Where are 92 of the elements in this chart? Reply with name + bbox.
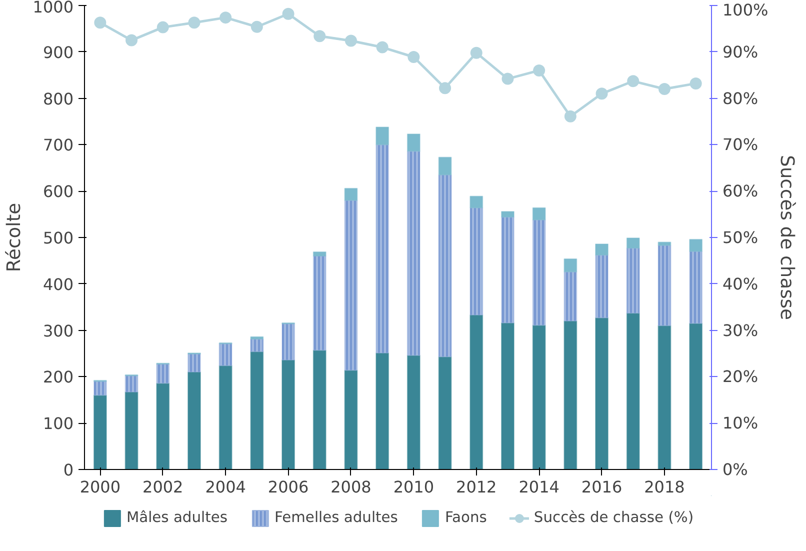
bar: [312, 251, 326, 257]
bar: [626, 312, 640, 470]
y-tick-label: 100: [42, 414, 74, 434]
y2-axis-title: Succès de chasse: [776, 155, 798, 320]
y2-tick-label: 60%: [722, 182, 758, 201]
y2-tick-label: 40%: [722, 274, 758, 294]
x-tick-label: 2014: [518, 478, 560, 496]
legend-label: Faons: [444, 509, 487, 526]
x-tick-label: 2016: [581, 478, 622, 496]
bar: [564, 320, 578, 470]
point: [94, 16, 106, 29]
y2-tick-label: 50%: [722, 228, 758, 247]
bar: [438, 356, 452, 470]
bar: [689, 238, 703, 252]
y-tick-label: 800: [42, 89, 74, 108]
bar: [376, 126, 390, 146]
y-axis-title: Récolte: [4, 202, 25, 272]
x-tick-label: 2018: [644, 478, 685, 496]
bar: [344, 188, 358, 201]
y2-tick-label: 30%: [722, 320, 758, 340]
point: [344, 34, 357, 47]
point: [533, 64, 546, 76]
point: [627, 75, 640, 88]
bar: [250, 336, 264, 340]
bar: [500, 322, 514, 470]
point: [156, 21, 169, 34]
bar: [187, 372, 201, 470]
y-tick-label: 400: [42, 274, 74, 294]
y-tick-label: 200: [42, 368, 74, 387]
point: [564, 110, 576, 122]
bar: [595, 317, 609, 470]
x-tick-label: 2008: [330, 478, 372, 496]
bar: [250, 351, 264, 470]
bar: [564, 258, 578, 272]
y-tick-label: 500: [42, 228, 74, 248]
bar: [156, 382, 170, 470]
bar: [500, 211, 514, 218]
point: [376, 41, 388, 54]
bar: [312, 350, 326, 470]
y2-tick-label: 80%: [722, 88, 758, 108]
point: [408, 51, 420, 63]
bar: [282, 359, 296, 470]
point: [126, 34, 138, 46]
bar: [93, 394, 107, 470]
bar: [344, 370, 358, 470]
bar: [658, 325, 672, 470]
bar: [406, 134, 420, 152]
point: [314, 30, 326, 42]
point: [250, 20, 263, 33]
point: [188, 16, 200, 29]
y2-tick-label: 100%: [722, 0, 768, 20]
legend-label: Femelles adultes: [274, 509, 398, 526]
y-tick-label: 0: [63, 460, 74, 480]
bar: [376, 352, 390, 470]
y2-tick-label: 0%: [722, 460, 748, 479]
y-tick-label: 900: [42, 42, 74, 62]
bar: [124, 392, 138, 470]
x-tick-label: 2012: [456, 478, 497, 496]
x-tick-label: 2006: [268, 478, 309, 496]
point: [596, 88, 608, 100]
y-tick-label: 700: [42, 136, 74, 155]
y-tick-label: 300: [42, 321, 74, 340]
y2-tick-label: 20%: [722, 367, 758, 386]
bar: [406, 354, 420, 470]
point: [658, 83, 670, 96]
bar: [438, 156, 452, 176]
bar: [532, 207, 546, 220]
bar: [626, 237, 640, 249]
point: [690, 77, 702, 90]
y2-tick-label: 10%: [722, 414, 758, 433]
bar: [532, 324, 546, 470]
bar: [218, 365, 232, 470]
y-tick-label: 600: [42, 182, 74, 202]
y2-tick-label: 70%: [722, 135, 758, 154]
legend-label: Mâles adultes: [126, 509, 228, 526]
legend-label: Succès de chasse (%): [534, 509, 694, 526]
x-tick-label: 2002: [142, 478, 184, 496]
point: [470, 46, 482, 59]
bar: [689, 322, 703, 470]
bar: [658, 242, 672, 246]
point: [220, 12, 232, 24]
point: [282, 8, 294, 20]
x-tick-label: 2010: [393, 478, 434, 496]
y-tick-label: 1000: [32, 0, 74, 16]
bar: [470, 314, 484, 470]
y2-tick-label: 90%: [722, 42, 758, 62]
point: [502, 72, 514, 85]
bar: [595, 243, 609, 256]
bar: [470, 196, 484, 208]
x-tick-label: 2000: [80, 478, 121, 496]
x-tick-label: 2004: [205, 478, 246, 496]
point: [439, 82, 452, 94]
